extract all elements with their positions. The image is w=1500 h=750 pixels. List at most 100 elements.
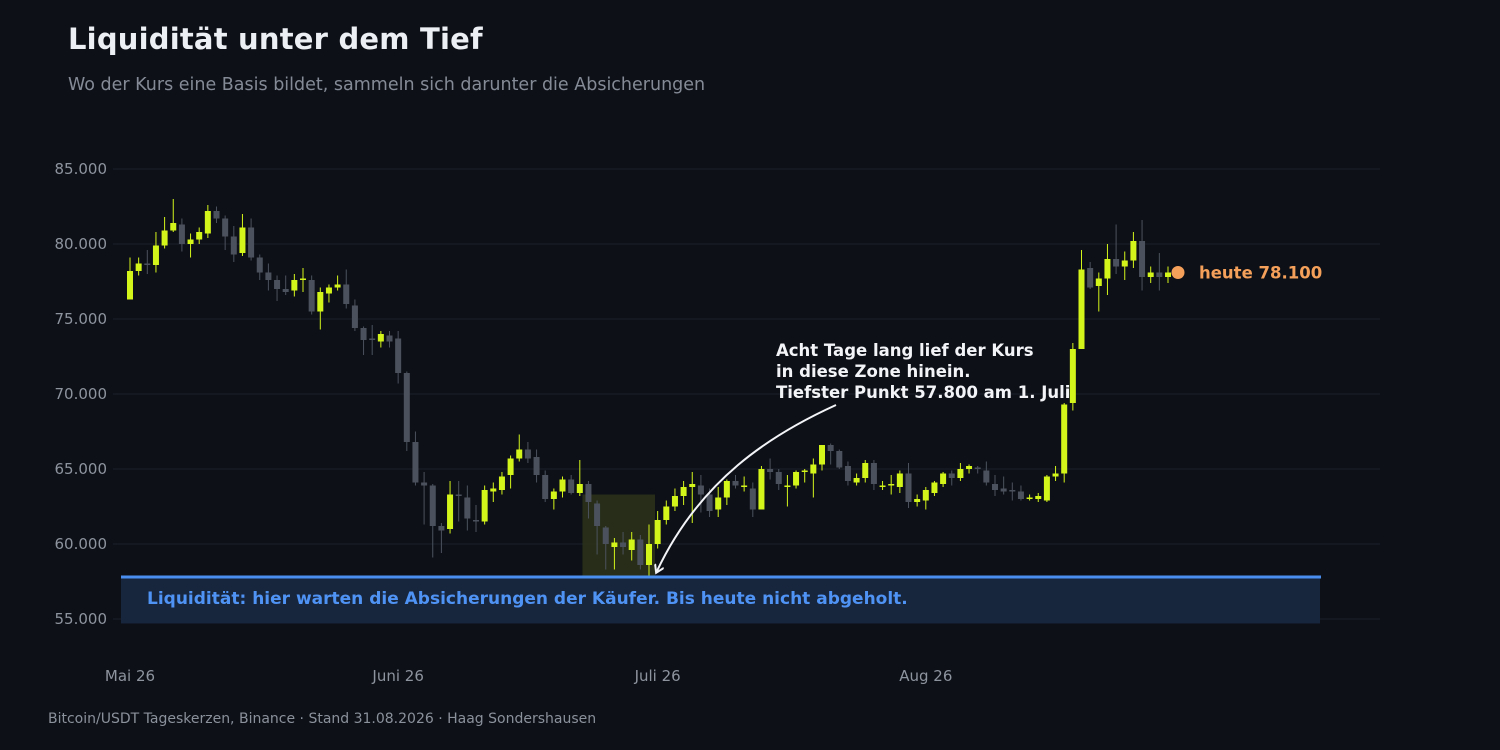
today-label: heute 78.100 [1199,264,1322,283]
candle-body [135,263,142,271]
candle-body [810,464,817,474]
candle-body [879,485,886,487]
candle-body [490,488,497,492]
candle [628,532,635,561]
candle-body [395,338,402,373]
candle [836,449,843,469]
candle [810,458,817,498]
candle-body [343,284,350,304]
candle [784,475,791,507]
candle-body [628,539,635,550]
candle-body [922,490,929,501]
candle-body [1052,473,1059,477]
candle-body [732,481,739,486]
candle-body [1087,268,1094,288]
candle [671,488,678,511]
candle-body [438,526,445,531]
candle-body [983,470,990,483]
candle [585,481,592,519]
candle [983,461,990,486]
candle [1095,272,1102,312]
candle-body [888,484,895,486]
candle-body [230,236,237,255]
candle-body [204,211,211,234]
candle [317,287,324,330]
candle [931,481,938,496]
candle [1035,493,1042,502]
candle-body [905,473,912,502]
candle [663,500,670,525]
candle-body [351,305,358,328]
candle [360,326,367,355]
candle [1130,232,1137,268]
candle-body [594,503,601,526]
candle-body [767,469,774,472]
candle-body [516,449,523,459]
candle-body [1130,241,1137,261]
candle [152,232,159,273]
y-tick-label: 85.000 [55,160,108,178]
candle-body [611,542,618,547]
candle-body [689,484,696,487]
candle [646,524,652,577]
candle [239,214,246,256]
candle-body [498,476,505,490]
candle [801,469,808,483]
candle [265,263,272,291]
candle-body [940,473,947,484]
candle-body [723,481,730,498]
candle-body [507,458,514,475]
candle-body [1113,259,1120,267]
candle [282,275,289,295]
candle [144,250,151,274]
candle [905,463,912,508]
candle-body [1095,278,1102,286]
candle [550,488,557,510]
candle-body [585,484,592,502]
candle [732,475,739,489]
candle [524,442,531,463]
candle [421,472,428,525]
candle-body [1000,488,1007,492]
candle [957,463,964,481]
candle [775,469,782,490]
annotation-line: in diese Zone hinein. [776,362,971,381]
candle [490,482,497,502]
candle [481,485,488,525]
candle-body [282,289,289,292]
candle [1147,266,1154,283]
candle-body [706,494,713,511]
candle [1104,244,1111,295]
candle [879,481,886,490]
candle [723,479,730,505]
candle-body [697,485,704,495]
candle-body [948,473,955,478]
candle-body [377,334,384,342]
candle [542,470,549,502]
candle [870,460,877,490]
candle [793,470,800,489]
candle-body [896,473,903,487]
candle [455,481,462,522]
candle [862,460,869,483]
candle [343,269,350,309]
candle [1009,482,1016,501]
candle [1113,224,1120,274]
candle-body [974,467,981,469]
candle-body [291,280,298,291]
candle [256,254,263,280]
candle [447,481,454,534]
today-marker [1171,266,1185,279]
candle [222,215,229,250]
candle [697,475,704,513]
candle-body [654,520,661,544]
candle-body [1165,272,1171,277]
candle-body [481,490,488,522]
candle-body [524,449,531,459]
candle-body [473,520,479,522]
y-tick-label: 65.000 [55,460,108,478]
annotation-arrow [657,404,837,571]
candle-body [637,539,644,565]
candle-body [646,544,652,565]
